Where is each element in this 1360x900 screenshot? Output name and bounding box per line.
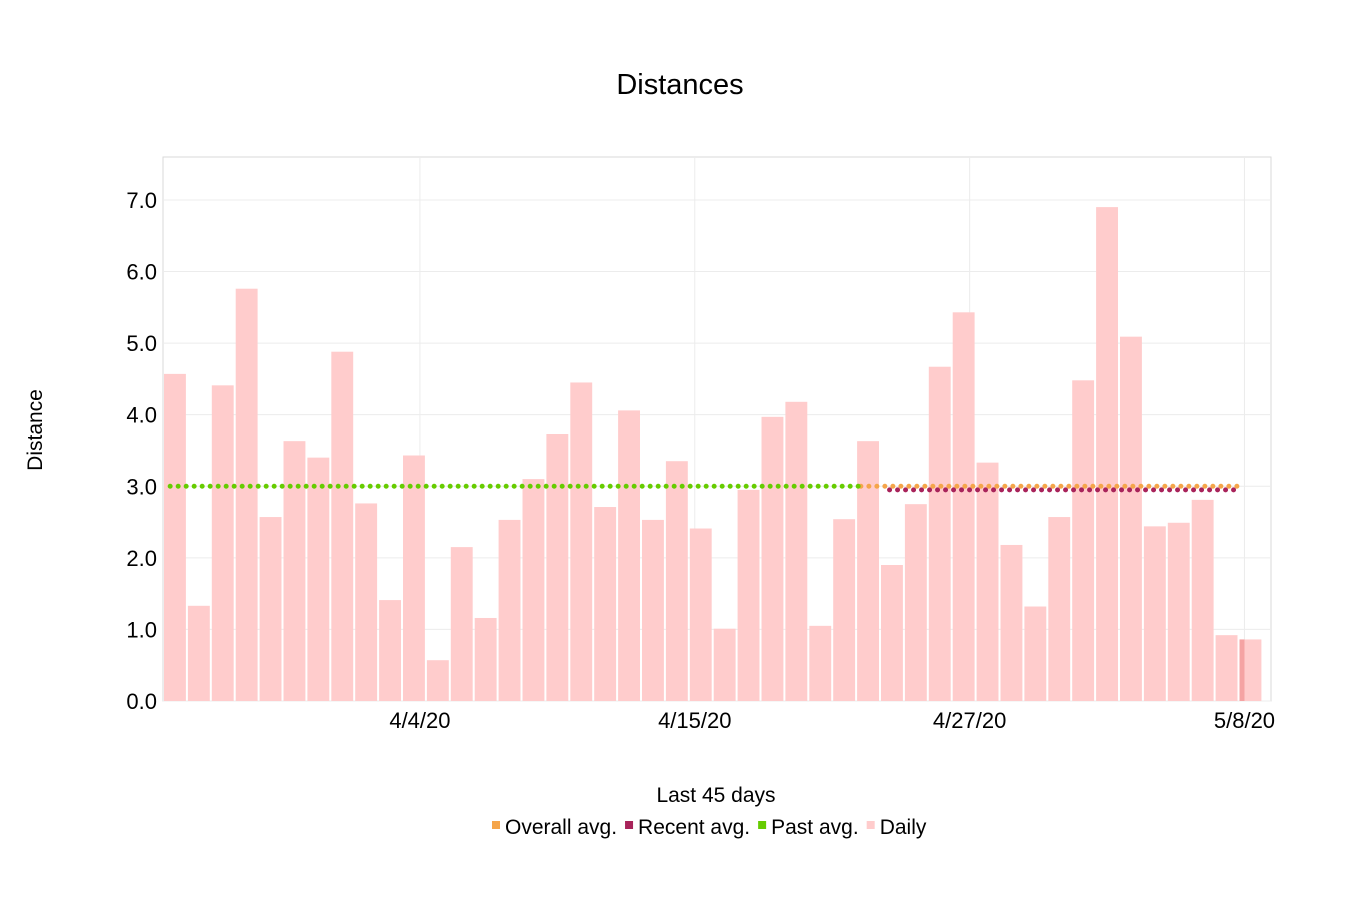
legend-label: Past avg. <box>771 816 859 839</box>
daily-bar <box>928 366 951 701</box>
daily-bar <box>450 547 473 701</box>
daily-bar <box>1191 499 1214 701</box>
daily-bar <box>570 382 593 701</box>
y-tick-label: 0.0 <box>126 689 157 714</box>
legend-label: Overall avg. <box>505 816 617 839</box>
y-axis-label: Distance <box>24 389 47 471</box>
daily-bar <box>785 401 808 701</box>
x-tick-label: 4/4/20 <box>389 708 450 733</box>
daily-bar <box>331 351 354 701</box>
x-tick-label: 4/15/20 <box>658 708 731 733</box>
legend-label: Recent avg. <box>638 816 750 839</box>
daily-bars <box>164 207 1262 701</box>
daily-bar <box>1239 639 1262 701</box>
daily-bar <box>857 441 879 701</box>
daily-bar <box>1143 526 1166 701</box>
average-lines <box>167 483 1241 493</box>
daily-bar <box>1120 336 1142 701</box>
daily-bar <box>713 628 736 701</box>
y-axis-ticks: 0.0 1.0 2.0 3.0 4.0 5.0 6.0 7.0 <box>126 188 157 714</box>
daily-bar <box>211 385 234 701</box>
daily-bar <box>307 457 330 701</box>
daily-bar <box>522 479 545 701</box>
y-tick-label: 2.0 <box>126 546 157 571</box>
daily-bar <box>642 519 664 701</box>
daily-bar <box>881 565 903 701</box>
legend-swatch <box>492 821 500 829</box>
daily-bar <box>737 489 760 701</box>
daily-bar <box>546 434 569 701</box>
legend-swatch <box>758 821 767 829</box>
legend-swatch <box>866 821 875 829</box>
x-tick-label: 4/27/20 <box>933 708 1006 733</box>
daily-bar <box>355 503 378 701</box>
y-tick-label: 6.0 <box>126 260 157 285</box>
daily-bar <box>1000 544 1023 701</box>
daily-bar <box>809 625 832 701</box>
legend-swatch <box>625 821 634 829</box>
daily-bar <box>379 600 401 701</box>
latest-day-marker <box>1239 639 1245 701</box>
y-tick-label: 7.0 <box>126 188 157 213</box>
daily-bar <box>283 441 306 701</box>
daily-bar <box>689 528 712 701</box>
daily-bar <box>474 617 497 701</box>
daily-bar <box>1167 522 1190 701</box>
daily-bar <box>1215 635 1238 701</box>
legend: Overall avg. Recent avg. Past avg. Daily <box>492 816 927 839</box>
daily-bar <box>235 288 258 701</box>
daily-bar <box>498 519 521 701</box>
daily-bar <box>426 660 449 701</box>
legend-label: Daily <box>880 816 927 839</box>
daily-bar <box>833 519 856 701</box>
x-axis-ticks: 4/4/20 4/15/20 4/27/20 5/8/20 <box>389 708 1275 733</box>
daily-bar <box>761 416 784 701</box>
y-tick-label: 3.0 <box>126 474 157 499</box>
daily-bar <box>1096 207 1118 701</box>
daily-bar <box>594 507 617 701</box>
y-tick-label: 1.0 <box>126 617 157 642</box>
daily-bar <box>403 455 425 701</box>
daily-bar <box>259 517 282 701</box>
daily-bar <box>665 461 688 701</box>
daily-bar <box>904 504 927 701</box>
chart-title: Distances <box>616 69 743 101</box>
daily-bar <box>187 605 210 701</box>
daily-bar <box>1072 380 1095 701</box>
daily-bar <box>1048 517 1071 701</box>
daily-bar <box>976 462 999 701</box>
daily-bar <box>164 373 186 701</box>
y-tick-label: 4.0 <box>126 403 157 428</box>
x-tick-label: 5/8/20 <box>1214 708 1275 733</box>
daily-bar <box>1024 606 1047 701</box>
daily-bar <box>952 312 975 701</box>
daily-bar <box>618 410 640 701</box>
y-tick-label: 5.0 <box>126 331 157 356</box>
x-axis-label: Last 45 days <box>656 784 775 807</box>
